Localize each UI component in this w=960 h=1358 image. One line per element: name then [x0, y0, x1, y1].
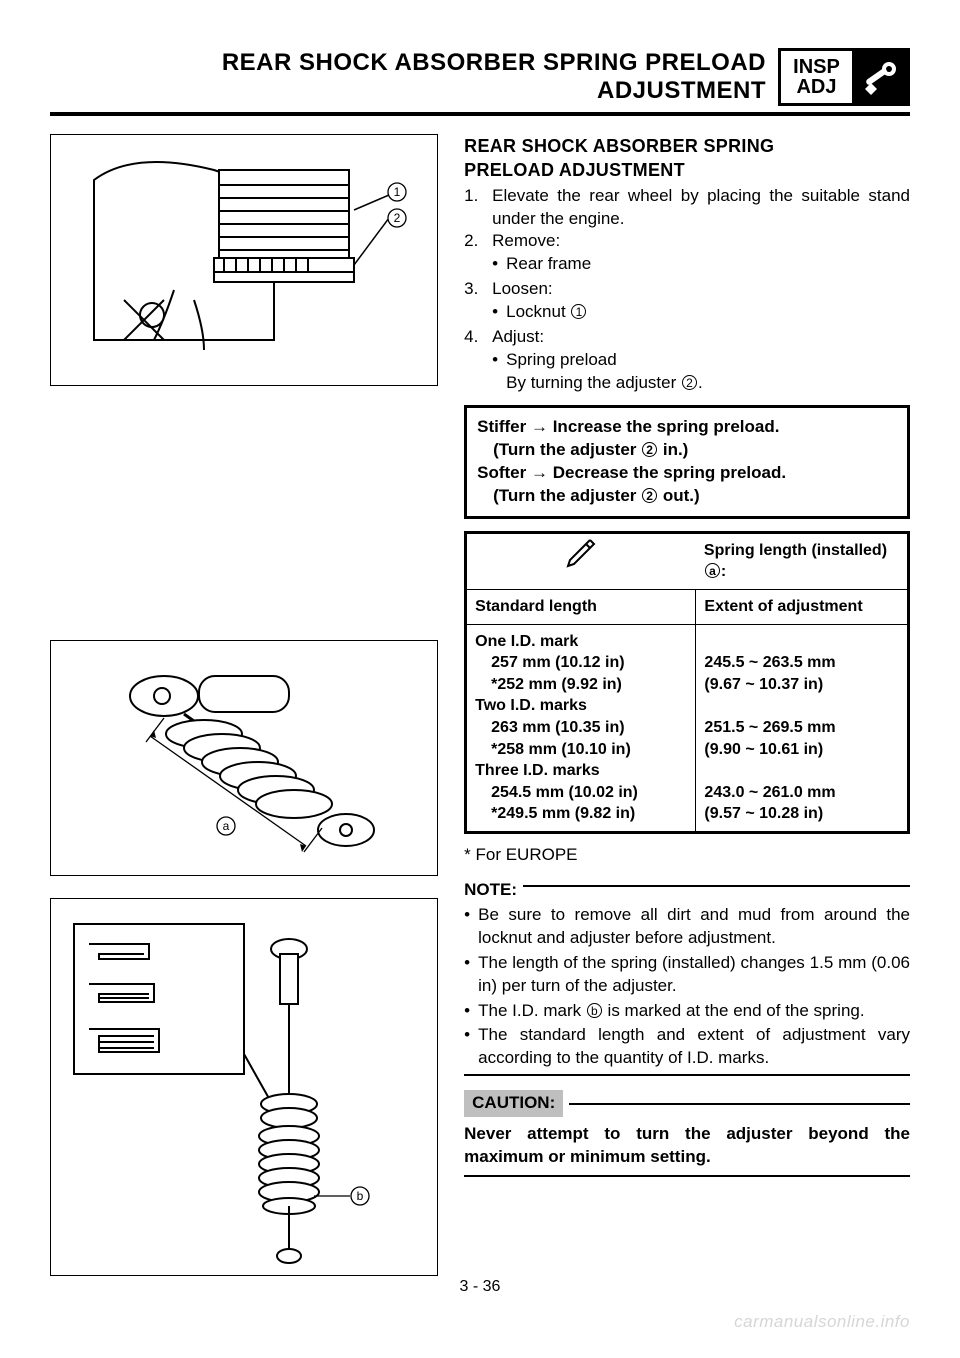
badge-textbox: INSP ADJ — [778, 48, 852, 106]
watermark: carmanualsonline.info — [734, 1312, 910, 1332]
note-label: NOTE: — [464, 879, 517, 902]
text-column: REAR SHOCK ABSORBER SPRING PRELOAD ADJUS… — [464, 134, 910, 1276]
note-rule-line — [523, 885, 910, 887]
circled-1-icon: 1 — [571, 304, 586, 319]
caution-text: Never attempt to turn the adjuster beyon… — [464, 1123, 910, 1169]
section-badge: INSP ADJ — [778, 48, 910, 106]
page: REAR SHOCK ABSORBER SPRING PRELOAD ADJUS… — [0, 0, 960, 1358]
page-number: 3 - 36 — [0, 1278, 960, 1296]
header-rule — [50, 112, 910, 116]
badge-bottom: ADJ — [796, 77, 836, 97]
caution-end-rule — [464, 1175, 910, 1177]
section-heading: REAR SHOCK ABSORBER SPRING PRELOAD ADJUS… — [464, 134, 910, 183]
note-header: NOTE: — [464, 867, 910, 902]
caution-block: CAUTION: Never attempt to turn the adjus… — [464, 1090, 910, 1177]
step-2: 2. Remove: — [464, 230, 910, 253]
fig2-callout-a: a — [223, 819, 230, 833]
page-title-line1: REAR SHOCK ABSORBER SPRING PRELOAD — [222, 49, 766, 77]
page-title-line2: ADJUSTMENT — [222, 77, 766, 105]
fig1-callout-1: 1 — [394, 185, 401, 199]
caution-rule-line — [569, 1103, 910, 1105]
step-4: 4. Adjust: — [464, 326, 910, 349]
circled-2-icon: 2 — [682, 375, 697, 390]
badge-top: INSP — [793, 57, 840, 77]
content-columns: 1 2 — [50, 134, 910, 1276]
step-3-sub: Locknut 1 — [464, 301, 910, 324]
step-4-sub: Spring preload By turning the adjuster 2… — [464, 349, 910, 395]
spec-icon — [466, 532, 696, 589]
circled-b-icon: b — [587, 1003, 602, 1018]
table-row: One I.D. mark 257 mm (10.12 in) *252 mm … — [466, 624, 909, 832]
arrow-right-icon: → — [531, 417, 548, 436]
spec-table: Spring length (installed) a: Standard le… — [464, 531, 910, 834]
list-item: •Be sure to remove all dirt and mud from… — [464, 904, 910, 950]
caution-label: CAUTION: — [464, 1090, 563, 1117]
spec-title: Spring length (installed) a: — [696, 532, 909, 589]
spec-col1: Standard length — [466, 589, 696, 624]
step-1: 1. Elevate the rear wheel by placing the… — [464, 185, 910, 231]
adjustment-direction-box: Stiffer → Increase the spring preload. (… — [464, 405, 910, 519]
fig1-callout-2: 2 — [394, 211, 401, 225]
note-list: •Be sure to remove all dirt and mud from… — [464, 904, 910, 1071]
step-2-sub: Rear frame — [464, 253, 910, 276]
step-3: 3. Loosen: — [464, 278, 910, 301]
procedure-list: 1. Elevate the rear wheel by placing the… — [464, 185, 910, 254]
list-item: •The length of the spring (installed) ch… — [464, 952, 910, 998]
figure-3: b — [50, 898, 438, 1276]
figure-1: 1 2 — [50, 134, 438, 386]
page-header: REAR SHOCK ABSORBER SPRING PRELOAD ADJUS… — [50, 48, 910, 106]
arrow-right-icon: → — [531, 463, 548, 482]
figure-2: a — [50, 640, 438, 876]
list-item: •The I.D. mark b is marked at the end of… — [464, 1000, 910, 1023]
wrench-icon — [852, 48, 910, 106]
figure-column: 1 2 — [50, 134, 438, 1276]
note-end-rule — [464, 1074, 910, 1076]
spec-col2: Extent of adjustment — [696, 589, 909, 624]
list-item: •The standard length and extent of adjus… — [464, 1024, 910, 1070]
page-title: REAR SHOCK ABSORBER SPRING PRELOAD ADJUS… — [222, 49, 766, 104]
fig3-callout-b: b — [357, 1189, 364, 1203]
footnote: * For EUROPE — [464, 844, 910, 867]
